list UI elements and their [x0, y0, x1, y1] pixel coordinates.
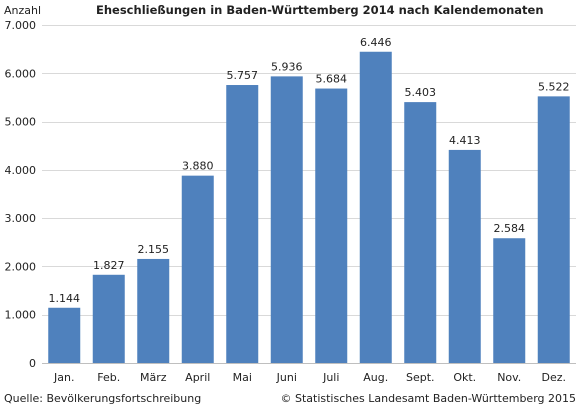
bar	[48, 307, 81, 363]
data-label: 5.403	[405, 86, 437, 99]
source-note: Quelle: Bevölkerungsfortschreibung	[4, 392, 202, 405]
copyright-note: © Statistisches Landesamt Baden-Württemb…	[280, 392, 576, 405]
data-label: 5.684	[316, 73, 348, 86]
bar	[181, 175, 214, 363]
data-label: 3.880	[182, 160, 214, 173]
data-label: 2.584	[494, 222, 526, 235]
data-label: 6.446	[360, 36, 392, 49]
data-label: 4.413	[449, 134, 481, 147]
x-tick-label: Sept.	[406, 371, 435, 384]
bar	[537, 96, 570, 364]
bar	[404, 102, 437, 363]
x-tick-label: Dez.	[541, 371, 566, 384]
x-tick-label: Feb.	[97, 371, 120, 384]
bar	[137, 258, 170, 363]
bar	[448, 149, 481, 363]
gridlines	[42, 25, 576, 316]
x-tick-label: Juli	[322, 371, 339, 384]
data-label: 5.936	[271, 60, 303, 73]
chart-title: Eheschließungen in Baden-Württemberg 201…	[96, 3, 544, 17]
bar	[315, 88, 348, 363]
data-label: 2.155	[138, 243, 170, 256]
x-tick-label: Aug.	[363, 371, 388, 384]
x-tick-label: März	[140, 371, 167, 384]
data-label: 5.757	[227, 69, 259, 82]
data-label: 1.827	[93, 259, 125, 272]
x-tick-label: Juni	[276, 371, 297, 384]
x-tick-label: Jan.	[53, 371, 74, 384]
y-tick-label: 7.000	[5, 19, 37, 32]
x-tick-label: Okt.	[453, 371, 476, 384]
y-tick-label: 1.000	[5, 309, 37, 322]
y-axis-ticks: 0 1.000 2.000 3.000 4.000 5.000 6.000 7.000	[5, 19, 37, 370]
x-tick-label: Mai	[233, 371, 252, 384]
y-tick-label: 4.000	[5, 164, 37, 177]
data-label: 5.522	[538, 80, 570, 93]
y-tick-label: 5.000	[5, 116, 37, 129]
bar	[359, 51, 392, 364]
bar	[226, 85, 259, 364]
value-labels: 1.144 1.827 2.155 3.880 5.757 5.936 5.684 6.446…	[49, 36, 570, 305]
x-axis-ticks: Jan. Feb. März April Mai Juni Juli Aug. Sept. Okt…	[53, 371, 566, 384]
y-tick-label: 3.000	[5, 212, 37, 225]
x-tick-label: Nov.	[497, 371, 521, 384]
x-tick-label: April	[185, 371, 210, 384]
bar	[493, 238, 526, 363]
y-axis-label: Anzahl	[4, 4, 41, 17]
data-label: 1.144	[49, 292, 81, 305]
bar	[92, 274, 125, 363]
y-tick-label: 2.000	[5, 260, 37, 273]
bars	[48, 51, 570, 364]
bar	[270, 76, 303, 363]
y-tick-label: 6.000	[5, 67, 37, 80]
y-tick-label: 0	[29, 357, 36, 370]
